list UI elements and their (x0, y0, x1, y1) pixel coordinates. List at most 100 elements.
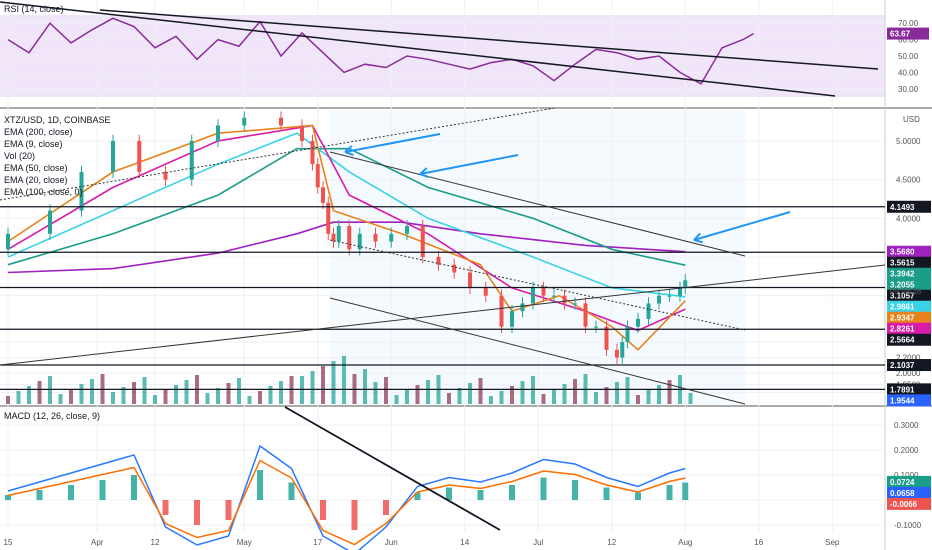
price-tag-value: 3.5615 (890, 259, 915, 268)
volume-bar (604, 387, 609, 404)
macd-histogram-bar (257, 470, 263, 500)
ema9-line (7, 124, 686, 351)
candle-body (510, 311, 514, 327)
candle-body (573, 303, 577, 305)
volume-bar (468, 383, 472, 404)
volume-bar (657, 385, 661, 404)
signal-line (7, 459, 686, 546)
candle-body (594, 326, 598, 328)
price-tick-label: 4.0000 (896, 214, 921, 223)
volume-bar (373, 382, 378, 404)
macd-histogram-bar (5, 495, 11, 500)
volume-bar (405, 390, 409, 404)
macd-histogram-bar (414, 492, 421, 500)
ema50-line (7, 132, 686, 298)
price-tag-value: 4.1493 (890, 203, 915, 212)
volume-bar (300, 376, 304, 404)
macd-tag (887, 475, 931, 488)
x-tick-label: Jul (533, 538, 543, 547)
legend-ema50: EMA (50, close) (4, 163, 68, 173)
volume-bar (121, 387, 126, 404)
macd-histogram-bar (36, 490, 43, 500)
macd-histogram-bar (68, 485, 74, 500)
macd-layer (5, 444, 689, 550)
candle-body (541, 287, 546, 296)
candle-body (137, 140, 142, 172)
price-tag-value: 3.3942 (890, 270, 915, 279)
candle-body (389, 233, 394, 242)
macd-tick-label: -0.1000 (894, 521, 922, 530)
macd-tag (887, 497, 931, 510)
price-layer (6, 111, 693, 404)
macd-tag (887, 486, 931, 499)
arrow-1-head (344, 145, 354, 157)
x-tick-label: 12 (151, 538, 160, 547)
volume-bar (58, 394, 63, 404)
candle-body (48, 210, 52, 234)
macd-histogram-bar (572, 480, 578, 500)
volume-bar (27, 386, 31, 404)
candle-body (625, 326, 630, 343)
price-tag-value: 3.2055 (890, 281, 915, 290)
macd-tick-label: 0.1000 (894, 471, 919, 480)
price-tag-value: 3.1057 (890, 292, 915, 301)
volume-bar (426, 380, 430, 404)
candle-body (79, 171, 84, 211)
volume-bar (226, 383, 231, 404)
price-tag (887, 200, 931, 213)
macd-histogram-bar (666, 485, 673, 500)
price-tag (887, 245, 931, 258)
volume-bar (174, 385, 178, 404)
volume-bar (163, 390, 168, 404)
currency-label: USD (903, 115, 920, 124)
macd-line (7, 444, 686, 550)
arrow-2 (419, 154, 519, 175)
macd-histogram-bar (635, 492, 641, 500)
macd-histogram-bar (131, 475, 137, 500)
macd-histogram-bar (477, 490, 484, 500)
legend-ema100: EMA (100, close, 0) (4, 187, 83, 197)
macd-trendline (284, 406, 501, 531)
candle-body (310, 140, 315, 165)
macd-tag-value: 0.0658 (890, 489, 915, 498)
price-tick-label: 2.0000 (896, 369, 921, 378)
candle-body (436, 257, 441, 265)
rsi-last-value: 63.67 (890, 30, 911, 39)
arrow-3 (693, 211, 791, 241)
volume-bar (457, 388, 462, 404)
rsi-trendline-1 (0, 1, 836, 97)
price-tick-label: 4.5000 (896, 176, 921, 185)
volume-bar (646, 390, 651, 404)
volume-bar (447, 393, 451, 404)
volume-bar (667, 380, 672, 404)
ema200-line (7, 221, 686, 274)
volume-bar (310, 371, 315, 404)
volume-bar (615, 382, 619, 404)
macd-histogram-bar (194, 500, 200, 525)
axis-layer: 15 Apr 12 May 17 Jun 14 Jul 12 Aug 16 Sep 70.00 60.00… (4, 19, 931, 547)
ema20-line (7, 124, 686, 332)
candle-body (420, 226, 425, 257)
candle-body (6, 233, 10, 250)
x-tick-label: May (237, 538, 252, 547)
volume-bar (594, 392, 598, 404)
candle-body (636, 318, 640, 327)
price-tag (887, 359, 931, 372)
volume-bar (48, 376, 52, 404)
volume-bar (625, 377, 630, 404)
x-tick-label: Apr (91, 538, 104, 547)
price-tag-value: 3.5680 (890, 248, 915, 257)
channel-lower-line (329, 297, 746, 405)
rsi-tick-label: 50.00 (898, 52, 919, 61)
price-tag (887, 267, 931, 280)
macd-tag-value: 0.0724 (890, 478, 915, 487)
candle-body (405, 226, 409, 234)
rsi-tick-label: 30.00 (898, 85, 919, 94)
candle-body (615, 349, 619, 358)
candle-body (468, 272, 472, 288)
candle-body (347, 226, 352, 250)
candle-body (667, 295, 672, 297)
rsi-layer (7, 17, 754, 85)
